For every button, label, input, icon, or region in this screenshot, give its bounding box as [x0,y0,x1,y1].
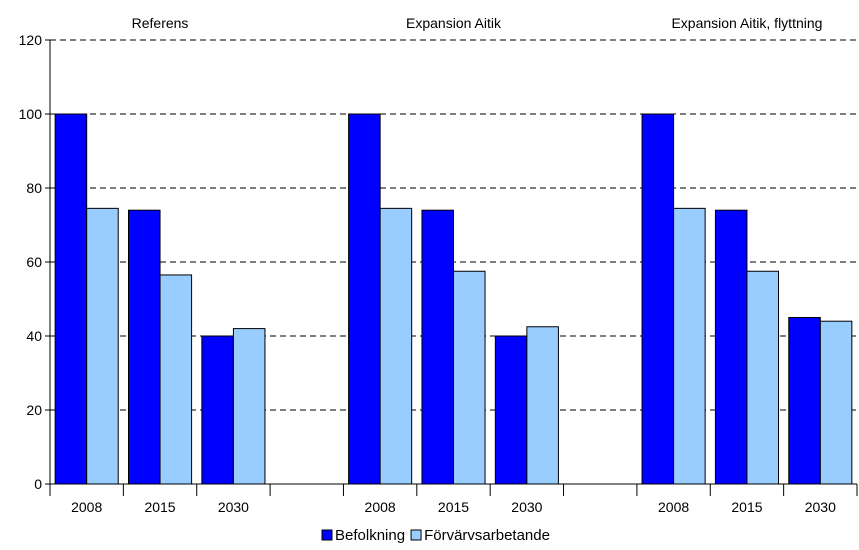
x-tick-label: 2030 [511,499,542,515]
bar-befolkning [127,209,161,485]
bar-förvärvsarbetande [232,328,266,485]
y-axis: 0 20 40 60 80 100 120 [19,32,51,492]
legend: Befolkning Förvärvsarbetande [321,527,550,544]
x-tick-label: 2015 [731,499,762,515]
panel-title: Expansion Aitik, flyttning [671,15,822,31]
bar-förvärvsarbetande [526,326,559,485]
x-tick-label: 2008 [658,499,689,515]
y-tick-label: 20 [26,402,42,418]
x-tick-label: 2030 [218,499,249,515]
y-tick-label: 60 [26,254,42,270]
bar-förvärvsarbetande [379,207,413,485]
bar-befolkning [714,209,748,485]
bar-förvärvsarbetande [673,207,706,485]
bar-förvärvsarbetande [159,274,193,485]
bar-förvärvsarbetande [453,270,486,485]
bar-förvärvsarbetande [86,207,119,485]
panel-title: Referens [132,15,189,31]
panel-title: Expansion Aitik [406,15,502,31]
bar-befolkning [54,113,88,485]
panel-titles: Referens Expansion Aitik Expansion Aitik, … [132,15,823,31]
legend-label: Förvärvsarbetande [424,527,550,544]
x-tick-label: 2008 [365,499,396,515]
legend-swatch [321,529,333,541]
y-tick-label: 100 [19,106,43,122]
bar-förvärvsarbetande [819,320,853,485]
bar-befolkning [494,335,528,485]
bar-befolkning [201,335,234,485]
x-tick-label: 2015 [144,499,175,515]
x-tick-label: 2015 [438,499,469,515]
legend-label: Befolkning [335,527,405,544]
y-tick-label: 120 [19,32,43,48]
y-tick-label: 80 [26,180,42,196]
x-tick-label: 2008 [71,499,102,515]
legend-swatch [410,529,422,541]
x-tick-label: 2030 [805,499,836,515]
bar-befolkning [788,317,821,485]
bar-förvärvsarbetande [746,270,780,485]
y-tick-label: 0 [34,476,42,492]
bar-befolkning [348,113,381,485]
y-tick-label: 40 [26,328,42,344]
x-axis: 2008 2015 2030 2008 2015 2030 2008 2015 2030 [49,483,858,515]
bar-befolkning [421,209,455,485]
bar-befolkning [641,113,675,485]
bars [54,113,853,485]
